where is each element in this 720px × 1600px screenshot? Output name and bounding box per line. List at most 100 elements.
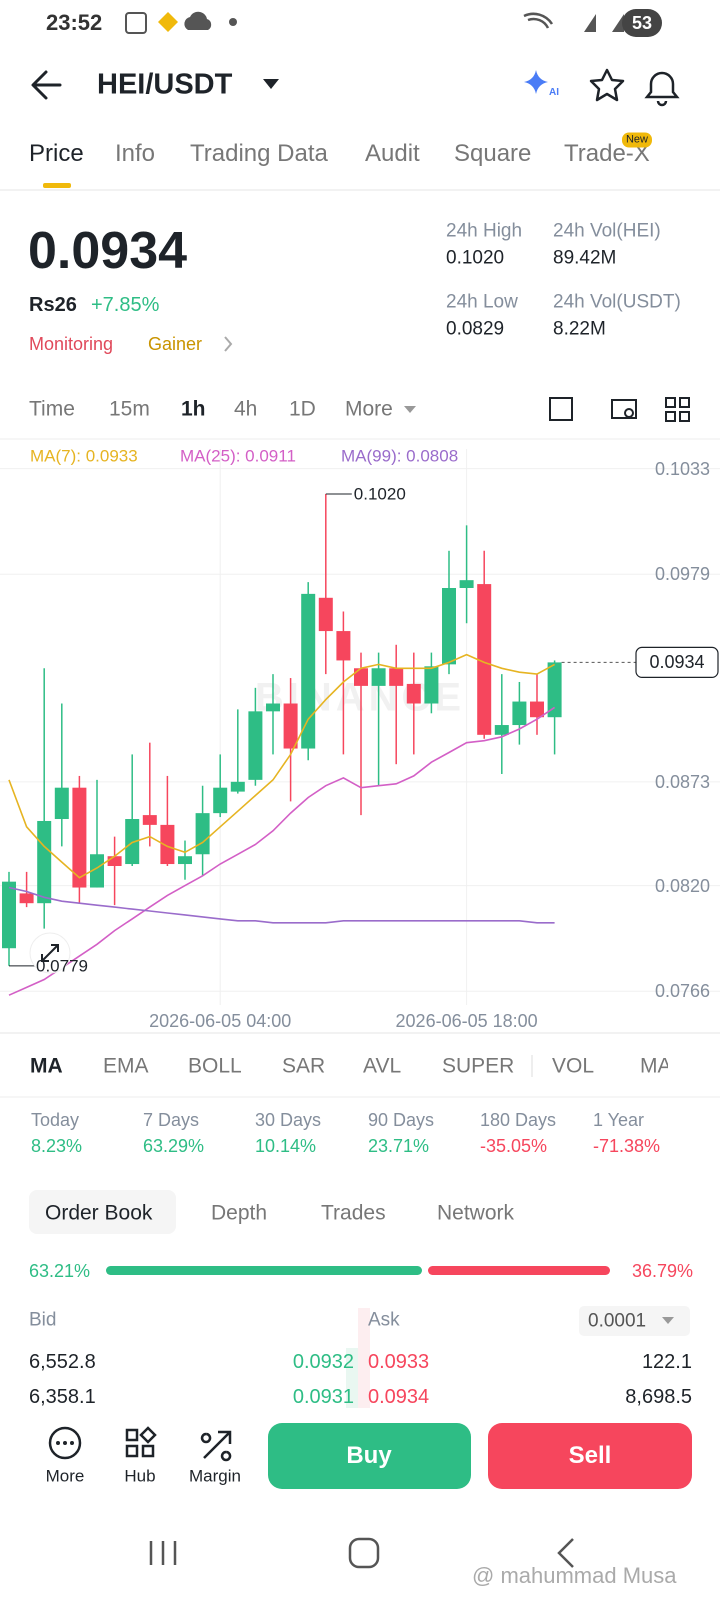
perf-value: -35.05% bbox=[480, 1136, 548, 1156]
perf-label: 1 Year bbox=[593, 1110, 645, 1130]
battery-level: 53 bbox=[631, 13, 653, 33]
stat-value: 0.1020 bbox=[446, 247, 505, 269]
pair-title[interactable]: HEI/USDT bbox=[97, 68, 233, 101]
candle-body bbox=[547, 662, 562, 718]
y-tick-label: 0.0979 bbox=[654, 564, 710, 585]
candle-body bbox=[230, 781, 245, 792]
tag[interactable]: Gainer bbox=[148, 334, 203, 354]
stat-label: 24h Low bbox=[446, 291, 518, 313]
bid-header: Bid bbox=[29, 1309, 57, 1331]
indicator-tab[interactable]: SUPER bbox=[442, 1054, 515, 1078]
book-tab[interactable]: Network bbox=[437, 1201, 515, 1225]
interval[interactable]: 4h bbox=[234, 397, 258, 421]
candle-body bbox=[160, 824, 175, 865]
sell-label[interactable]: Sell bbox=[568, 1442, 612, 1469]
last-price-label: 0.0934 bbox=[649, 652, 705, 673]
interval[interactable]: Time bbox=[29, 397, 75, 421]
legend-item: MA(7): 0.0933 bbox=[30, 446, 138, 466]
candle-body bbox=[371, 668, 386, 686]
y-tick-label: 0.1033 bbox=[654, 458, 710, 479]
ma-line bbox=[8, 706, 556, 996]
candle-body bbox=[72, 787, 87, 888]
candle-body bbox=[336, 631, 351, 661]
book-tab[interactable]: Depth bbox=[211, 1201, 268, 1225]
perf-value: -71.38% bbox=[593, 1136, 661, 1156]
perf-value: 63.29% bbox=[143, 1136, 205, 1156]
interval[interactable]: More bbox=[345, 397, 393, 421]
low-label: 0.0779 bbox=[36, 956, 88, 976]
chart-settings-icon[interactable] bbox=[680, 1054, 708, 1078]
bid-ratio-bar bbox=[106, 1266, 422, 1275]
precision[interactable]: 0.0001 bbox=[588, 1310, 647, 1332]
indicator-tab[interactable]: MA bbox=[30, 1054, 63, 1078]
ma-line bbox=[8, 886, 555, 924]
stat-value: 8.22M bbox=[553, 318, 606, 340]
candle-body bbox=[107, 856, 122, 866]
candle-body bbox=[195, 813, 210, 855]
new-badge: New bbox=[621, 132, 653, 148]
bid-price: 0.0931 bbox=[292, 1386, 354, 1408]
candle-body bbox=[266, 703, 280, 712]
tool-label[interactable]: Hub bbox=[124, 1466, 156, 1486]
fiat-price: Rs26 bbox=[29, 294, 77, 316]
perf-value: 8.23% bbox=[31, 1136, 83, 1156]
candle-body bbox=[389, 668, 404, 686]
candle-body bbox=[530, 701, 544, 718]
perf-label: 7 Days bbox=[143, 1110, 200, 1130]
ask-qty: 122.1 bbox=[641, 1351, 692, 1373]
tool-label[interactable]: Margin bbox=[189, 1466, 241, 1486]
tab[interactable]: Info bbox=[115, 140, 156, 167]
interval[interactable]: 1D bbox=[289, 397, 316, 421]
icon-bg bbox=[668, 1040, 720, 1090]
tab[interactable]: Audit bbox=[365, 140, 420, 167]
candle-body bbox=[477, 584, 492, 735]
tab[interactable]: Price bbox=[29, 140, 84, 167]
tool-label[interactable]: More bbox=[45, 1466, 85, 1486]
ask-header: Ask bbox=[368, 1309, 400, 1331]
y-tick-label: 0.0766 bbox=[654, 981, 710, 1002]
book-tab[interactable]: Trades bbox=[321, 1201, 386, 1225]
candle-body bbox=[318, 597, 333, 632]
y-tick-label: 0.0873 bbox=[654, 771, 710, 792]
book-tab[interactable]: Order Book bbox=[45, 1201, 153, 1225]
candle-body bbox=[424, 666, 439, 704]
legend-item: MA(25): 0.0911 bbox=[180, 446, 296, 466]
dropdown-caret bbox=[662, 1317, 674, 1324]
interval[interactable]: 1h bbox=[181, 397, 206, 421]
candle-body bbox=[19, 893, 34, 904]
indicator-tab[interactable]: VOL bbox=[552, 1054, 595, 1078]
image-watermark: @ mahummad Musa bbox=[472, 1563, 677, 1588]
indicator-tab[interactable]: AVL bbox=[363, 1054, 402, 1078]
candle-body bbox=[248, 711, 263, 780]
stat-label: 24h Vol(HEI) bbox=[553, 220, 661, 242]
tab[interactable]: Trading Data bbox=[190, 140, 328, 167]
candle-body bbox=[512, 701, 527, 726]
indicator-tab[interactable]: SAR bbox=[282, 1054, 326, 1078]
y-tick-label: 0.0820 bbox=[654, 875, 710, 896]
tab[interactable]: Square bbox=[454, 140, 532, 167]
candle-body bbox=[442, 588, 456, 665]
indicator-tab[interactable]: EMA bbox=[103, 1054, 149, 1078]
interval[interactable]: 15m bbox=[109, 397, 150, 421]
candle-body bbox=[90, 854, 104, 888]
tag[interactable]: Monitoring bbox=[29, 334, 114, 354]
indicator-tab[interactable]: MA bbox=[640, 1054, 672, 1078]
last-price: 0.0934 bbox=[28, 222, 188, 280]
chart: BINANCE bbox=[0, 449, 720, 1005]
ask-ratio: 36.79% bbox=[631, 1261, 693, 1281]
candle-body bbox=[142, 815, 157, 825]
perf-label: 180 Days bbox=[480, 1110, 557, 1130]
status-time: 23:52 bbox=[46, 10, 103, 35]
buy-label[interactable]: Buy bbox=[346, 1442, 392, 1469]
perf-label: 90 Days bbox=[368, 1110, 435, 1130]
perf-label: 30 Days bbox=[255, 1110, 322, 1130]
candle-body bbox=[354, 668, 368, 686]
candle-body bbox=[301, 593, 316, 749]
candle-body bbox=[213, 787, 228, 814]
indicator-tab[interactable]: BOLL bbox=[188, 1054, 242, 1078]
perf-value: 10.14% bbox=[255, 1136, 317, 1156]
candle-body bbox=[459, 580, 474, 588]
candle-body bbox=[54, 787, 69, 820]
x-tick-label: 2026-06-05 04:00 bbox=[149, 1011, 292, 1031]
